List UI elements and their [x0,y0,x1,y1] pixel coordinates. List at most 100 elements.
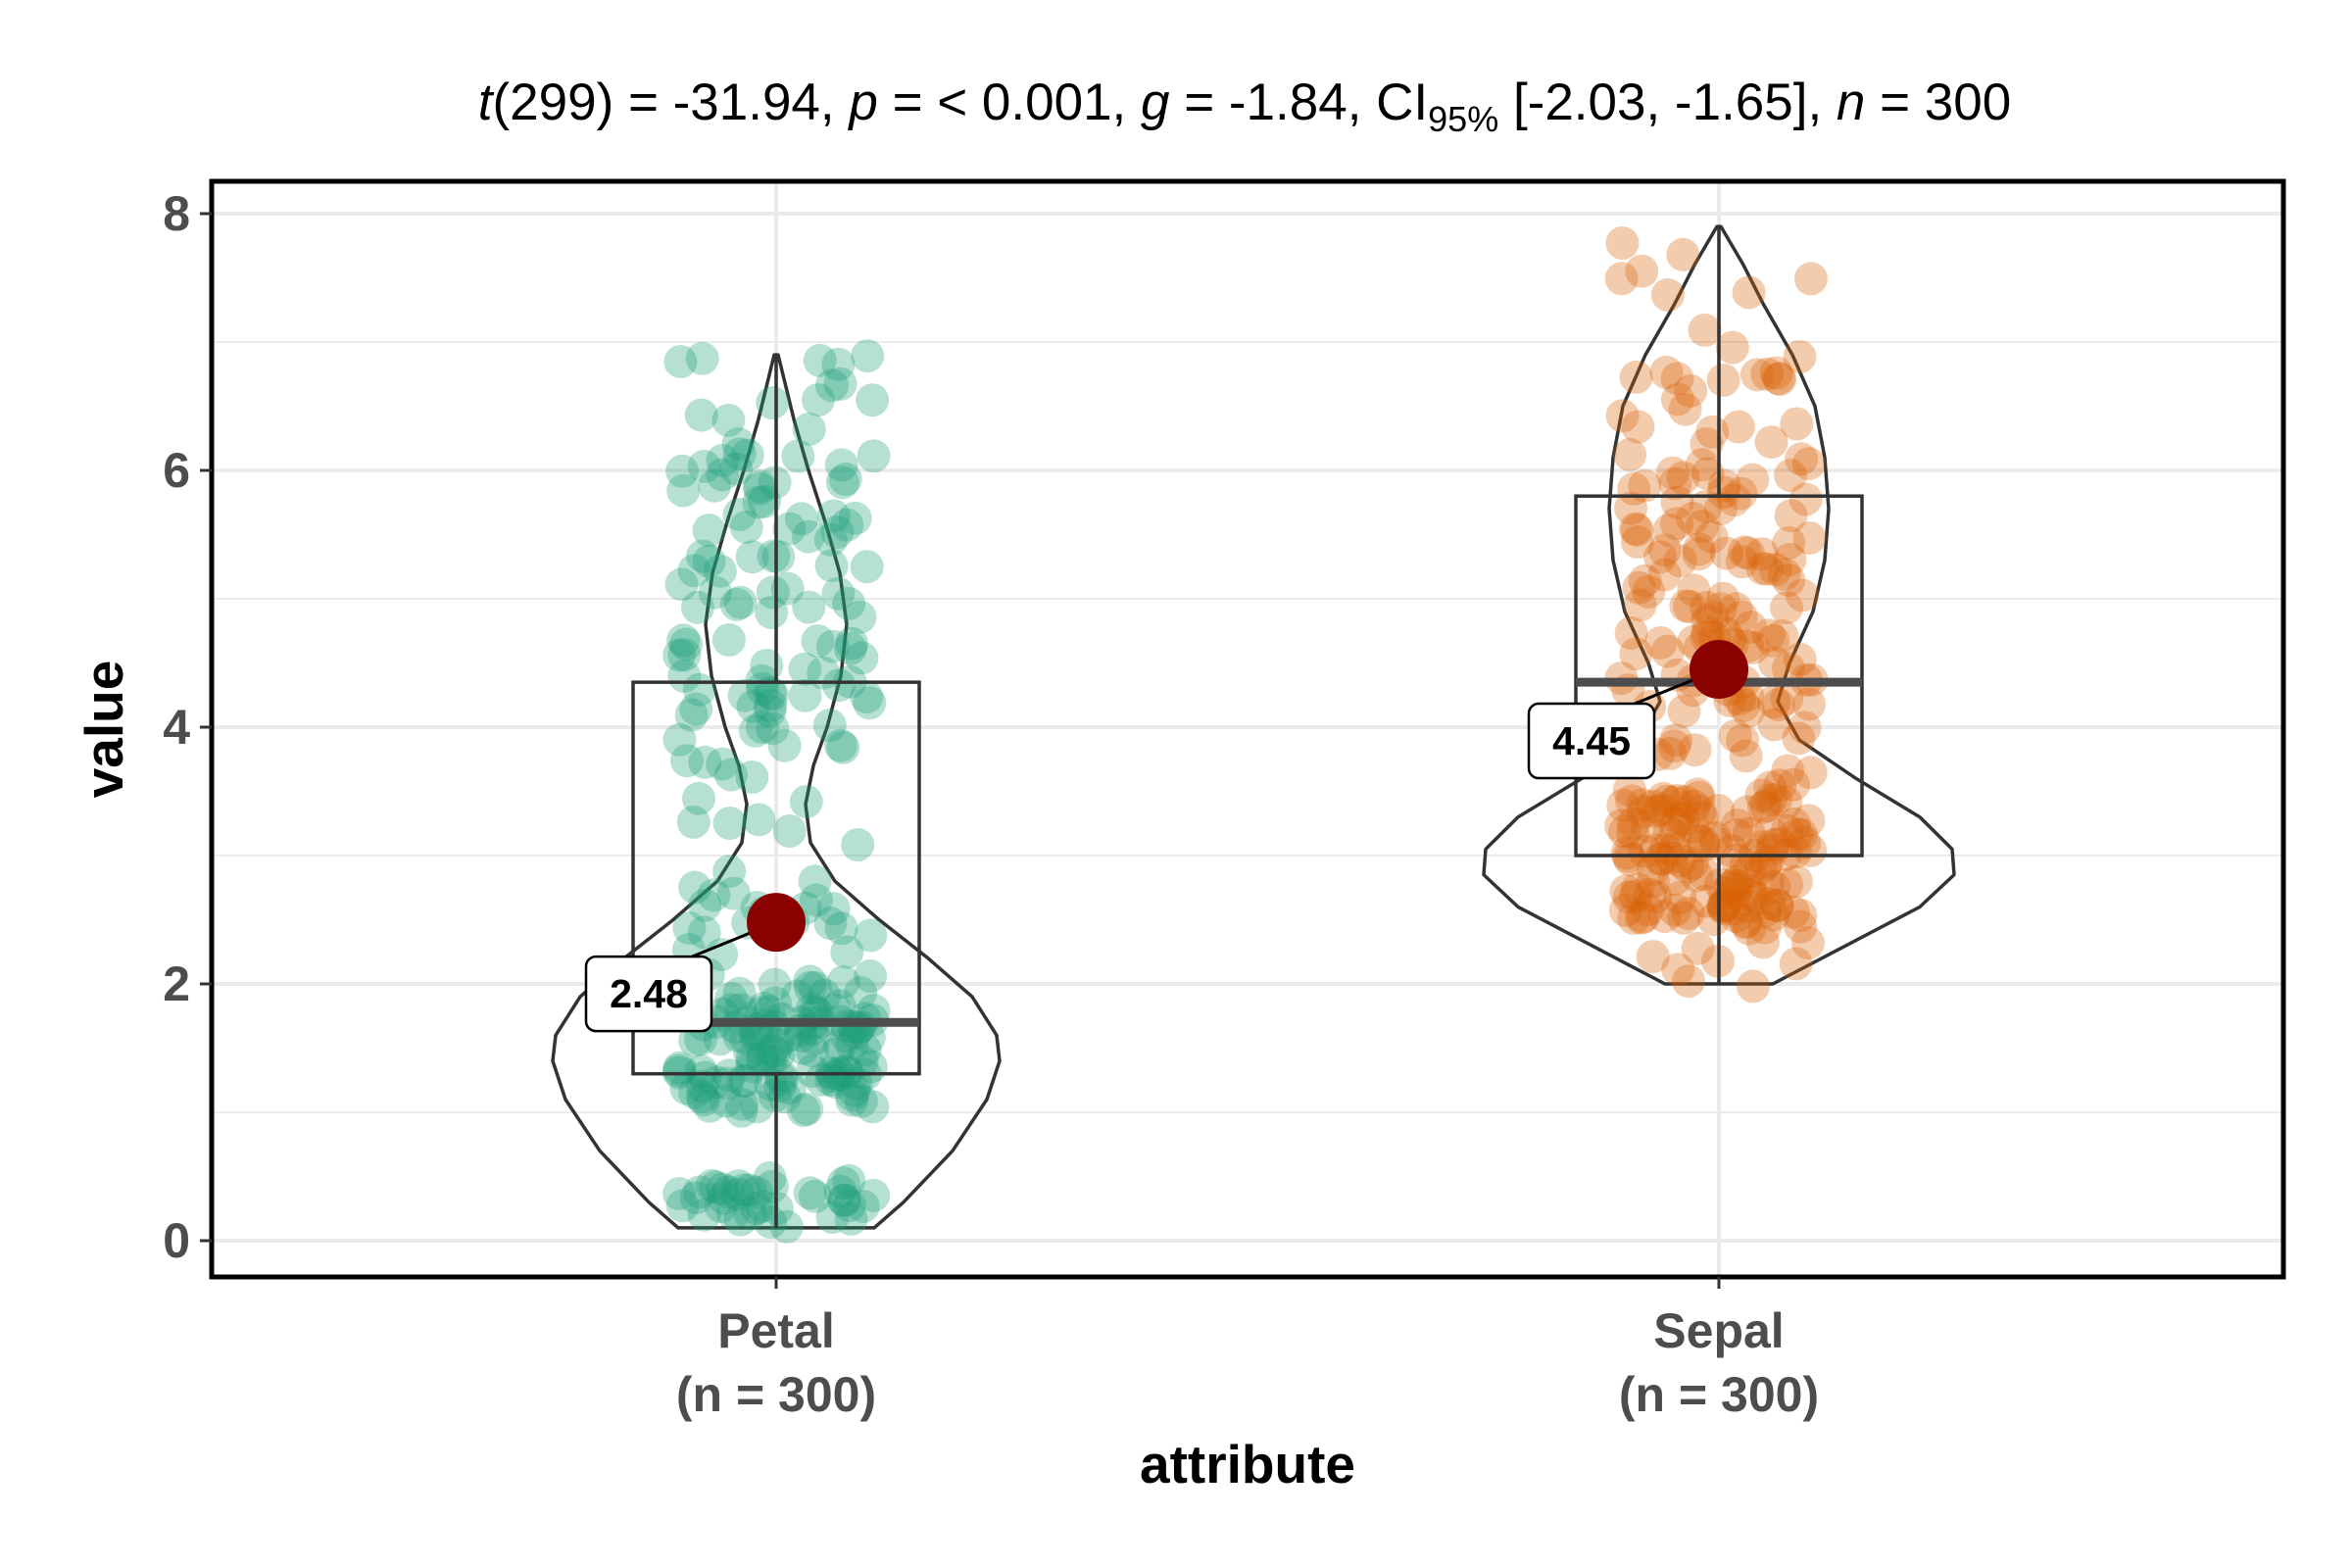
data-point-petal [788,678,822,712]
data-point-petal [815,368,849,403]
data-point-sepal [1733,873,1767,907]
data-point-petal [755,596,789,629]
data-point-sepal [1607,814,1642,849]
data-point-petal [754,688,788,722]
data-point-sepal [1785,442,1819,476]
g-symbol: g [1141,74,1170,131]
data-point-petal [685,539,719,573]
data-point-sepal [1793,756,1828,790]
data-point-sepal [1793,833,1828,867]
data-point-sepal [1612,880,1646,914]
plot-border [209,178,2286,1280]
data-point-sepal [1743,852,1778,886]
data-point-sepal [1653,736,1688,770]
data-point-sepal [1604,808,1639,843]
data-point-petal [711,623,746,657]
data-point-petal [787,1094,820,1128]
data-point-sepal [1772,526,1806,560]
data-point-sepal [1731,795,1764,829]
data-point-petal [835,1078,869,1112]
data-point-petal [845,641,879,675]
data-point-sepal [1780,816,1814,851]
data-point-petal [747,992,781,1025]
data-point-sepal [1783,340,1817,373]
data-point-petal [788,652,822,686]
data-point-petal [662,638,697,672]
data-point-petal [740,1090,774,1124]
data-point-sepal [1740,881,1774,915]
data-point-sepal [1750,865,1785,900]
data-point-petal [680,590,714,624]
data-point-sepal [1749,789,1784,823]
data-point-sepal [1626,900,1660,934]
data-point-petal [796,1054,829,1088]
data-point-petal [703,554,737,588]
data-point-sepal [1682,537,1716,571]
data-point-sepal [1643,540,1677,574]
box-petal [631,680,921,1076]
data-point-sepal [1619,637,1653,671]
data-point-petal [746,1040,780,1074]
data-point-sepal [1729,739,1763,773]
data-point-sepal [1625,254,1659,288]
data-point-petal [707,1181,741,1215]
data-point-petal [857,1178,891,1212]
data-point-petal [693,1089,727,1123]
data-point-sepal [1689,489,1723,523]
data-point-petal [662,1054,696,1088]
data-point-sepal [1726,723,1760,758]
data-point-sepal [1720,808,1754,843]
data-point-sepal [1729,905,1763,938]
data-point-sepal [1609,874,1643,908]
data-point-petal [666,473,701,508]
data-point-sepal [1649,833,1683,866]
data-point-sepal [1788,482,1823,516]
data-point-sepal [1744,778,1779,812]
data-point-sepal [1618,512,1652,546]
data-point-sepal [1761,362,1795,395]
y-tick-label: 6 [163,443,190,498]
data-point-sepal [1652,815,1687,850]
data-point-sepal [1740,358,1774,392]
data-point-sepal [1750,552,1785,586]
data-point-sepal [1758,553,1792,587]
data-point-petal [769,1209,804,1244]
data-point-sepal [1682,824,1716,858]
data-point-sepal [1659,723,1692,758]
data-point-petal [672,911,707,945]
data-point-sepal [1732,536,1765,570]
data-point-sepal [1689,884,1723,918]
data-point-petal [824,448,858,482]
data-point-sepal [1619,360,1653,394]
data-point-petal [724,1094,759,1128]
data-point-petal [753,676,787,710]
data-point-sepal [1791,926,1825,960]
data-point-sepal [1793,262,1828,296]
data-point-sepal [1673,590,1707,623]
data-point-petal [846,1190,880,1223]
data-point-sepal [1784,899,1818,932]
data-point-sepal [1699,826,1734,860]
y-tick-label: 8 [163,186,190,241]
data-point-petal [738,713,772,748]
data-point-sepal [1643,842,1677,876]
data-point-sepal [1774,459,1808,493]
data-point-petal [710,1175,745,1209]
data-point-petal [722,437,757,471]
data-point-petal [856,1090,890,1124]
data-point-sepal [1774,499,1808,533]
data-point-petal [830,508,864,542]
data-point-petal [721,1169,756,1202]
data-point-sepal [1719,592,1753,626]
data-point-petal [824,911,858,946]
data-point-sepal [1753,815,1788,849]
data-point-sepal [1639,795,1673,829]
data-point-sepal [1647,533,1682,567]
data-point-sepal [1788,825,1822,859]
data-point-petal [685,1080,719,1114]
data-point-sepal [1706,890,1740,923]
box-sepal [1574,494,1864,858]
data-point-petal [848,1033,882,1067]
data-point-petal [662,722,697,757]
data-point-sepal [1610,836,1644,870]
